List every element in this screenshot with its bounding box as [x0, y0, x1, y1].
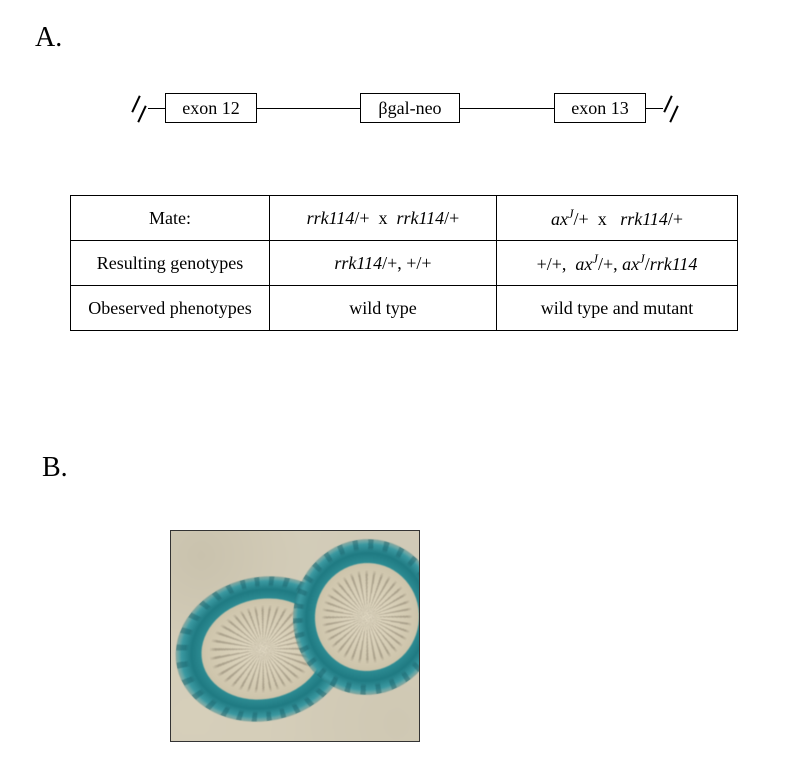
intron-line — [148, 108, 165, 109]
intron-line — [646, 108, 663, 109]
cell-phenotypes-1: wild type — [270, 286, 497, 331]
exon-12-box: exon 12 — [165, 93, 257, 123]
cell-mate-2: axJ/+ x rrk114/+ — [497, 196, 738, 241]
gene-construct-diagram: exon 12 βgal-neo exon 13 — [130, 85, 670, 135]
cell-mate-1: rrk114/+ x rrk114/+ — [270, 196, 497, 241]
exon-13-box: exon 13 — [554, 93, 646, 123]
exon-12-label: exon 12 — [182, 98, 240, 119]
cell-phenotypes-2: wild type and mutant — [497, 286, 738, 331]
table-row: Obeserved phenotypes wild type wild type… — [71, 286, 738, 331]
cell-genotypes-1: rrk114/+, +/+ — [270, 241, 497, 286]
intron-line — [460, 108, 554, 109]
panel-b-label: B. — [42, 452, 68, 484]
break-right-icon — [662, 93, 680, 123]
row-label: Mate: — [71, 196, 270, 241]
row-label: Resulting genotypes — [71, 241, 270, 286]
cross-table: Mate: rrk114/+ x rrk114/+ axJ/+ x rrk114… — [70, 195, 738, 331]
table-row: Mate: rrk114/+ x rrk114/+ axJ/+ x rrk114… — [71, 196, 738, 241]
panel-a-label: A. — [35, 22, 62, 54]
row-label: Obeserved phenotypes — [71, 286, 270, 331]
figure-page: A. exon 12 βgal-neo exon 13 Mate: rrk114… — [0, 0, 800, 781]
xgal-micrograph — [170, 530, 420, 742]
table-row: Resulting genotypes rrk114/+, +/+ +/+, a… — [71, 241, 738, 286]
intron-line — [257, 108, 360, 109]
exon-13-label: exon 13 — [571, 98, 629, 119]
break-left-icon — [130, 93, 148, 123]
bgal-neo-label: βgal-neo — [378, 98, 441, 119]
cell-genotypes-2: +/+, axJ/+, axJ/rrk114 — [497, 241, 738, 286]
bgal-neo-box: βgal-neo — [360, 93, 460, 123]
